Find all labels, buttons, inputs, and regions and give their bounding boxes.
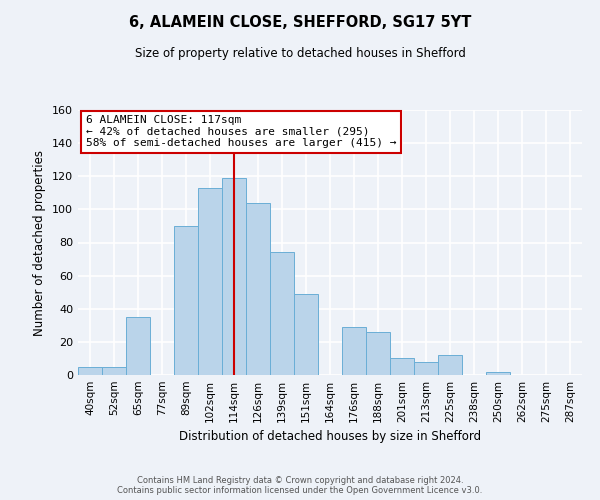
X-axis label: Distribution of detached houses by size in Shefford: Distribution of detached houses by size …	[179, 430, 481, 444]
Y-axis label: Number of detached properties: Number of detached properties	[34, 150, 46, 336]
Bar	[102, 366, 126, 375]
Bar	[414, 362, 438, 375]
Bar	[366, 332, 390, 375]
Bar	[438, 355, 462, 375]
Bar	[174, 226, 198, 375]
Bar	[342, 327, 366, 375]
Text: Contains HM Land Registry data © Crown copyright and database right 2024.
Contai: Contains HM Land Registry data © Crown c…	[118, 476, 482, 495]
Text: Size of property relative to detached houses in Shefford: Size of property relative to detached ho…	[134, 48, 466, 60]
Bar	[294, 294, 318, 375]
Bar	[126, 317, 150, 375]
Bar	[390, 358, 414, 375]
Bar	[198, 188, 222, 375]
Bar	[222, 178, 246, 375]
Bar	[78, 366, 102, 375]
Bar	[246, 203, 270, 375]
Bar	[270, 252, 294, 375]
Bar	[486, 372, 510, 375]
Text: 6, ALAMEIN CLOSE, SHEFFORD, SG17 5YT: 6, ALAMEIN CLOSE, SHEFFORD, SG17 5YT	[129, 15, 471, 30]
Text: 6 ALAMEIN CLOSE: 117sqm
← 42% of detached houses are smaller (295)
58% of semi-d: 6 ALAMEIN CLOSE: 117sqm ← 42% of detache…	[86, 116, 396, 148]
